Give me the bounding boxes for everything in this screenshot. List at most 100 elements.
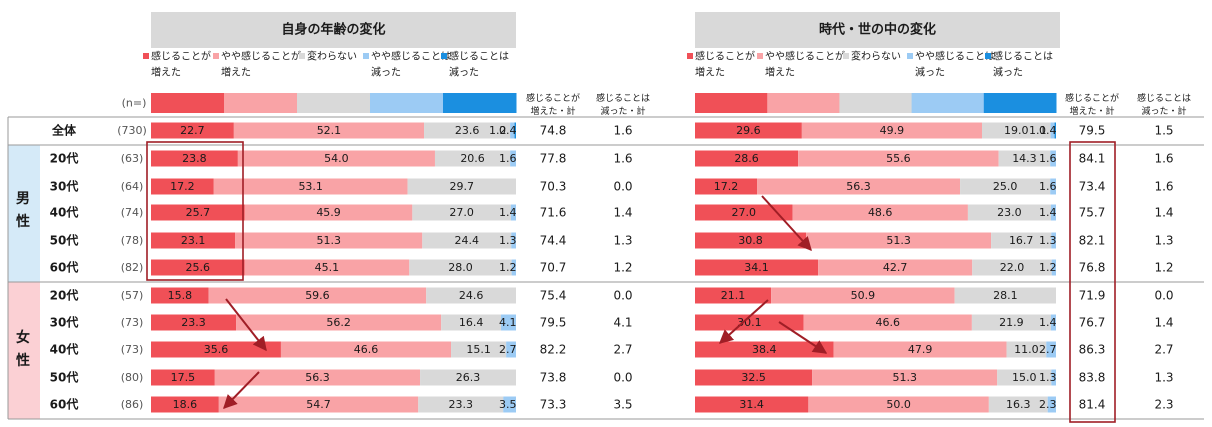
legend-swatch-slightly-increased [213, 53, 219, 59]
legend-label-slightly-decreased: 減った [371, 66, 401, 79]
bar-segment-unchanged [997, 369, 1052, 386]
bar-value-label: 1.6 [1039, 152, 1057, 165]
bar-value-label: 24.6 [459, 289, 484, 302]
decrease-total: 1.4 [613, 206, 632, 220]
bar-segment-slightly-increased [244, 204, 413, 221]
bar-value-label: 1.1 [1029, 124, 1047, 137]
bar-segment-slightly-increased [801, 122, 982, 139]
legend-label-decreased: 減った [449, 66, 479, 79]
bar-segment-unchanged [451, 341, 507, 358]
row-n: (64) [121, 180, 144, 193]
row-label: 50代 [50, 233, 79, 248]
bar-value-label: 24.4 [455, 234, 480, 247]
bar-value-label: 15.1 [466, 343, 491, 356]
decrease-total: 0.0 [613, 371, 632, 385]
bar-segment-increased [695, 232, 807, 249]
bar-value-label: 25.6 [186, 261, 211, 274]
bar-segment-unchanged [1006, 341, 1047, 358]
legend-label-slightly-decreased: やや感じることは [371, 50, 451, 63]
legend-label-slightly-increased: やや感じることが [765, 50, 845, 63]
legend-label-slightly-increased: やや感じることが [221, 50, 301, 63]
bar-value-label: 26.3 [456, 371, 481, 384]
bar-value-label: 56.2 [326, 316, 351, 329]
bar-value-label: 29.6 [736, 124, 761, 137]
increase-total: 84.1 [1079, 152, 1106, 166]
bar-value-label: 23.6 [455, 124, 480, 137]
arrow-right-upper [761, 195, 812, 252]
increase-total: 76.8 [1079, 261, 1106, 275]
bar-segment-unchanged [441, 314, 502, 331]
bar-segment-slightly-decreased [503, 396, 516, 413]
decrease-total: 1.5 [1154, 124, 1173, 138]
arrow-right-mid-right [778, 321, 828, 354]
legend-key-bar-unchanged [839, 93, 913, 113]
increase-total: 81.4 [1079, 398, 1106, 412]
bar-value-label: 23.3 [181, 316, 206, 329]
n-header: (n=) [122, 97, 147, 110]
bar-segment-slightly-increased [237, 150, 435, 167]
increase-total: 77.8 [540, 152, 567, 166]
legend-label-unchanged: 変わらない [307, 50, 357, 63]
legend-label-slightly-increased: 増えた [221, 66, 251, 79]
bar-value-label: 1.2 [499, 261, 517, 274]
bar-segment-unchanged [434, 150, 511, 167]
bar-value-label: 25.0 [993, 180, 1018, 193]
increase-total: 74.4 [540, 234, 567, 248]
bar-segment-slightly-decreased [1050, 204, 1056, 221]
bar-value-label: 28.1 [993, 289, 1018, 302]
decrease-total: 1.4 [1154, 316, 1173, 330]
legend-label-slightly-increased: 増えた [765, 66, 795, 79]
bar-segment-increased [695, 287, 772, 304]
bar-value-label: 28.0 [448, 261, 473, 274]
bar-segment-unchanged [407, 178, 516, 195]
bar-segment-slightly-decreased [1051, 259, 1056, 276]
row-label: 60代 [50, 397, 79, 412]
bar-segment-increased [695, 369, 813, 386]
gender-label-male: 男 [16, 191, 30, 207]
decrease-total: 1.3 [1154, 371, 1173, 385]
bar-value-label: 49.9 [880, 124, 905, 137]
bar-segment-decreased [514, 122, 516, 139]
bar-segment-slightly-increased [213, 178, 408, 195]
legend-swatch-slightly-decreased [907, 53, 913, 59]
bar-segment-increased [695, 178, 758, 195]
row-n: (73) [121, 343, 144, 356]
sum-header-increase: 増えた・計 [530, 105, 575, 117]
row-n: (86) [121, 398, 144, 411]
legend-key-bar-slightly-decreased [370, 93, 444, 113]
row-label: 50代 [50, 370, 79, 385]
bar-value-label: 21.1 [721, 289, 746, 302]
panel-title: 時代・世の中の変化 [819, 22, 936, 38]
bar-segment-slightly-decreased [510, 122, 515, 139]
bar-value-label: 17.2 [170, 180, 195, 193]
bar-value-label: 47.9 [908, 343, 933, 356]
increase-total: 75.4 [540, 289, 567, 303]
highlight-box-right [1069, 141, 1116, 423]
bar-value-label: 30.8 [738, 234, 763, 247]
increase-total: 86.3 [1079, 343, 1106, 357]
bar-value-label: 23.1 [181, 234, 206, 247]
legend-swatch-decreased [441, 53, 447, 59]
bar-segment-unchanged [991, 232, 1052, 249]
bar-value-label: 3.5 [499, 398, 517, 411]
sum-header-decrease: 感じることは [1137, 92, 1191, 104]
bar-segment-increased [151, 178, 214, 195]
row-label: 60代 [50, 260, 79, 275]
legend-key-bar-unchanged [297, 93, 371, 113]
bar-segment-slightly-decreased [501, 314, 516, 331]
bar-value-label: 17.2 [714, 180, 739, 193]
bar-value-label: 17.5 [171, 371, 196, 384]
increase-total: 82.1 [1079, 234, 1106, 248]
decrease-total: 4.1 [613, 316, 632, 330]
legend-swatch-increased [687, 53, 693, 59]
bar-value-label: 22.7 [180, 124, 205, 137]
bar-segment-slightly-decreased [1051, 369, 1056, 386]
bar-segment-unchanged [998, 150, 1051, 167]
bar-segment-increased [695, 314, 804, 331]
bar-segment-slightly-decreased [1051, 232, 1056, 249]
bar-value-label: 1.4 [1039, 316, 1057, 329]
legend-swatch-decreased [985, 53, 991, 59]
bar-value-label: 27.0 [731, 206, 756, 219]
bar-value-label: 2.3 [1039, 398, 1057, 411]
